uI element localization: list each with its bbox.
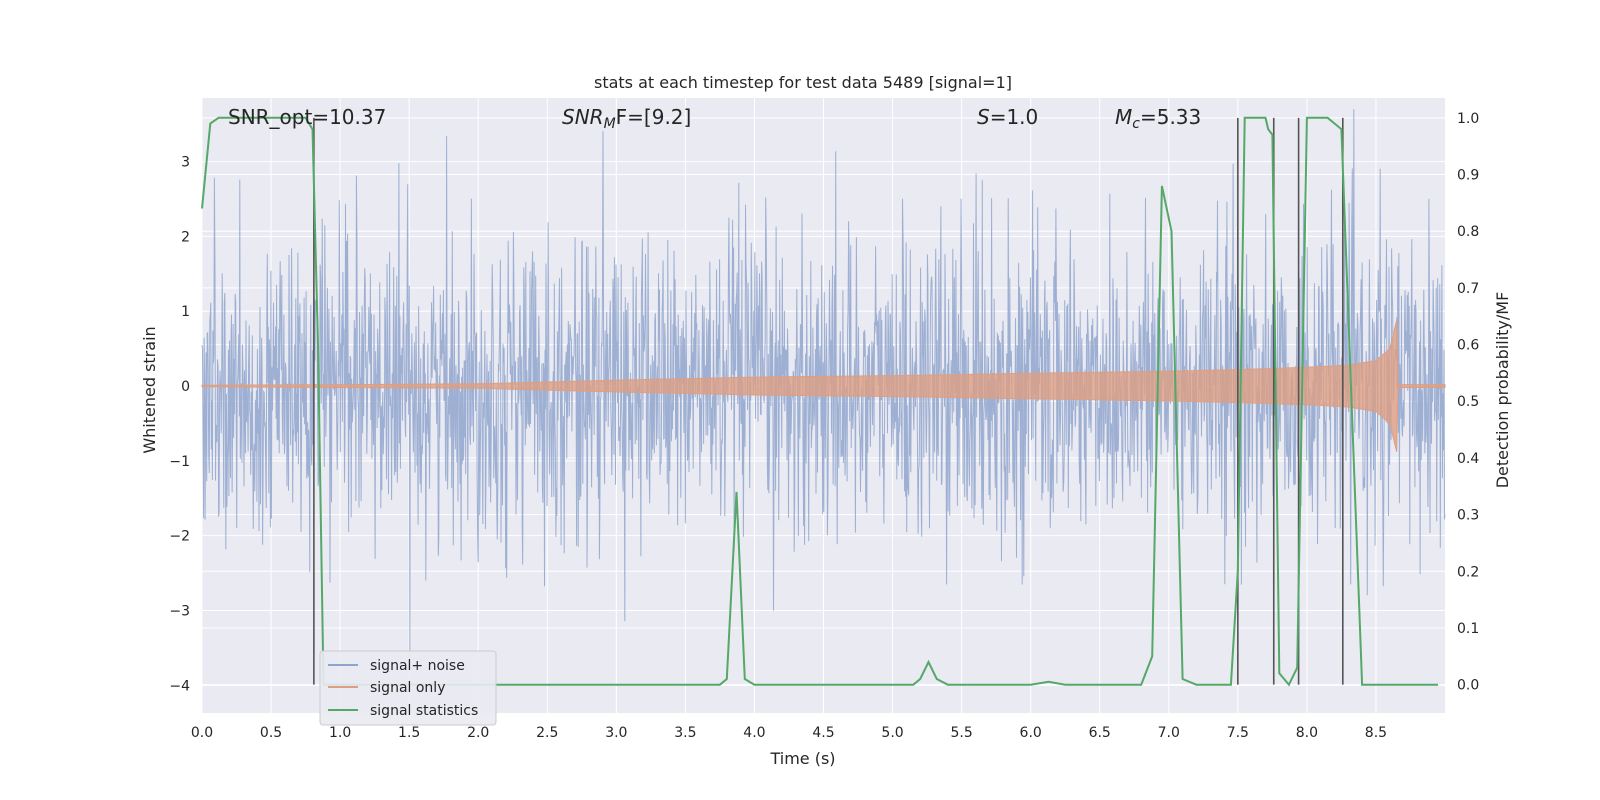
x-tick-label: 8.5 [1365,725,1387,741]
y-right-tick-label: 0.9 [1457,168,1479,184]
y-right-tick-label: 0.2 [1457,564,1479,580]
y-axis-right-ticks: 1.0 0.9 0.8 0.7 0.6 0.5 0.4 0.3 0.2 0.1 0.0 [1457,111,1479,694]
y-tick-label: −2 [169,529,190,545]
y-right-tick-label: 0.1 [1457,621,1479,637]
y-tick-label: 2 [181,229,190,245]
legend-label-signal: signal only [370,680,445,696]
x-tick-label: 5.5 [950,725,972,741]
x-tick-label: 6.0 [1020,725,1042,741]
x-tick-label: 3.0 [605,725,627,741]
x-tick-label: 3.5 [674,725,696,741]
x-tick-label: 7.0 [1158,725,1180,741]
y-right-tick-label: 0.3 [1457,508,1479,524]
y-tick-label: 0 [181,379,190,395]
legend: signal+ noise signal only signal statist… [319,650,497,726]
chart-title: stats at each timestep for test data 548… [594,73,1012,92]
y-axis-label-right: Detection probability/MF [1493,292,1512,489]
legend-box [319,650,497,726]
x-tick-label: 7.5 [1227,725,1249,741]
x-tick-label: 0.0 [191,725,213,741]
x-tick-label: 2.0 [467,725,489,741]
x-tick-label: 1.0 [329,725,351,741]
y-right-tick-label: 0.8 [1457,224,1479,240]
annotation-mc: Mc=5.33 [1115,105,1201,132]
y-tick-label: −1 [169,454,190,470]
y-right-tick-label: 0.4 [1457,451,1479,467]
y-right-tick-label: 1.0 [1457,111,1479,127]
annotation-snr-opt: SNR_opt=10.37 [228,105,386,129]
y-tick-label: −3 [169,604,190,620]
y-axis-label-left: Whitened strain [140,326,159,453]
x-axis-label: Time (s) [769,749,835,768]
y-right-tick-label: 0.0 [1457,678,1479,694]
annotation-s: S=1.0 [977,105,1038,129]
legend-label-noise: signal+ noise [370,658,465,674]
x-axis-ticks: 0.0 0.5 1.0 1.5 2.0 2.5 3.0 3.5 4.0 4.5 5.0 5.5 6.0 6… [191,725,1387,741]
x-tick-label: 6.5 [1089,725,1111,741]
signal-only-series [201,320,1446,453]
y-right-tick-label: 0.7 [1457,281,1479,297]
x-tick-label: 1.5 [398,725,420,741]
legend-label-stats: signal statistics [370,703,478,719]
y-tick-label: −4 [169,678,190,694]
annotation-snr-mf: SNRMF=[9.2] [562,105,691,132]
signal-only-line [201,320,1446,453]
y-right-tick-label: 0.6 [1457,338,1479,354]
y-right-tick-label: 0.5 [1457,394,1479,410]
x-tick-label: 8.0 [1296,725,1318,741]
x-tick-label: 2.5 [536,725,558,741]
x-tick-label: 4.0 [743,725,765,741]
x-tick-label: 4.5 [812,725,834,741]
x-tick-label: 5.0 [881,725,903,741]
y-axis-left-ticks: 3 2 1 0 −1 −2 −3 −4 [169,155,190,695]
y-tick-label: 3 [181,155,190,171]
x-tick-label: 0.5 [260,725,282,741]
y-tick-label: 1 [181,304,190,320]
